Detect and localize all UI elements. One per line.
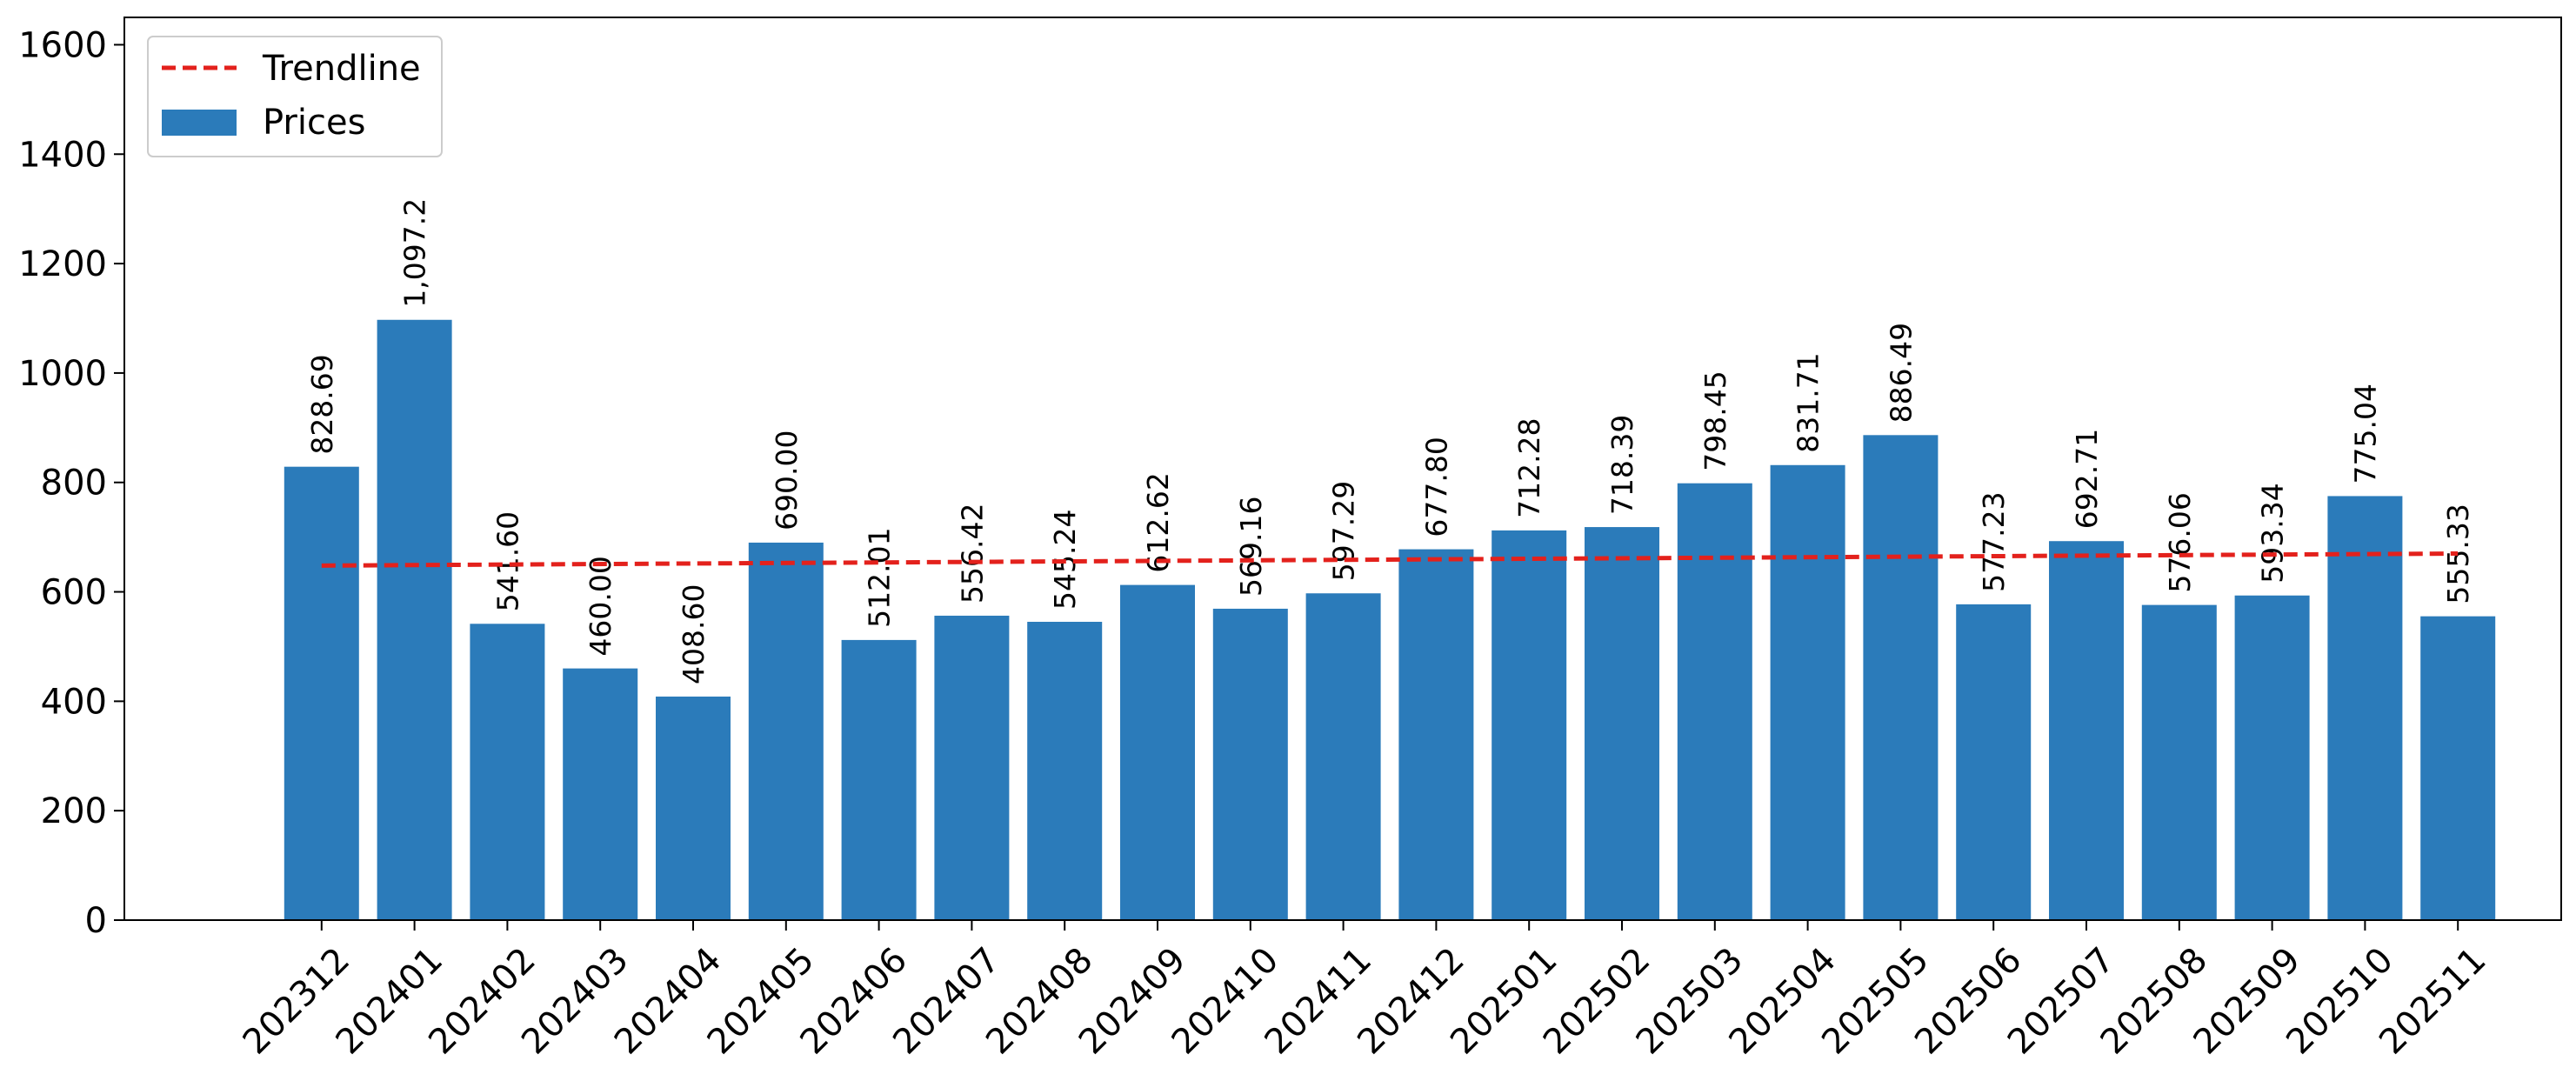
bar-value-label: 577.23	[1977, 491, 2011, 591]
bar-202508	[2141, 604, 2217, 920]
bar-value-label: 886.49	[1884, 323, 1918, 423]
y-tick-label: 1400	[18, 135, 107, 175]
bar-202511	[2420, 616, 2496, 920]
y-tick-label: 0	[85, 901, 107, 941]
bar-labels-layer: 828.69 1,097.2 541.60 460.00 408.60 690.00 512…	[305, 198, 2475, 684]
bar-202401	[377, 319, 452, 920]
y-tick-label: 200	[41, 791, 107, 831]
legend: Trendline Prices	[147, 36, 443, 157]
bar-value-label: 408.60	[677, 584, 711, 684]
bar-202410	[1212, 608, 1288, 920]
trendline	[321, 551, 2459, 568]
bar-202501	[1492, 530, 1567, 920]
bar-value-label: 597.29	[1327, 481, 1361, 581]
bar-value-label: 569.16	[1234, 496, 1268, 596]
y-tick-label: 600	[41, 573, 107, 613]
y-tick-label: 800	[41, 464, 107, 504]
legend-prices-label: Prices	[263, 103, 365, 143]
y-tick-label: 1000	[18, 354, 107, 394]
bar-202407	[934, 615, 1010, 920]
bar-202412	[1398, 549, 1474, 920]
bar-value-label: 831.71	[1792, 352, 1825, 452]
bar-202505	[1863, 435, 1939, 920]
bar-202502	[1585, 527, 1659, 920]
bar-202405	[748, 542, 824, 920]
bar-value-label: 692.71	[2070, 429, 2104, 529]
bar-value-label: 798.45	[1698, 370, 1732, 470]
bars-layer	[284, 319, 2496, 920]
bar-value-label: 612.62	[1141, 472, 1175, 572]
bar-value-label: 718.39	[1605, 415, 1639, 515]
bar-value-label: 712.28	[1512, 417, 1546, 517]
legend-prices-swatch	[162, 110, 237, 136]
bar-value-label: 828.69	[305, 354, 339, 454]
y-tick-label: 1600	[18, 25, 107, 65]
bar-202409	[1120, 584, 1195, 920]
bar-202509	[2234, 595, 2310, 920]
bar-value-label: 1,097.2	[398, 198, 432, 308]
bar-202406	[841, 639, 917, 920]
bar-value-label: 512.01	[863, 527, 897, 627]
bar-202507	[2049, 541, 2124, 920]
bar-202408	[1027, 621, 1103, 920]
bar-value-label: 460.00	[584, 556, 617, 656]
bar-202312	[284, 466, 359, 920]
bar-202403	[563, 668, 638, 920]
bar-value-label: 677.80	[1419, 437, 1453, 537]
legend-trendline-label: Trendline	[262, 49, 421, 89]
y-tick-label: 400	[41, 682, 107, 722]
bar-value-label: 593.34	[2256, 483, 2290, 583]
bar-202404	[656, 696, 731, 920]
bar-value-label: 555.33	[2441, 504, 2475, 604]
bar-202504	[1770, 464, 1845, 920]
bar-202402	[470, 624, 545, 920]
bar-202510	[2327, 496, 2403, 920]
bar-value-label: 556.42	[955, 503, 989, 603]
bar-value-label: 576.06	[2163, 492, 2197, 592]
bar-value-label: 690.00	[770, 430, 804, 530]
bar-202503	[1677, 483, 1752, 920]
bar-value-label: 775.04	[2348, 384, 2382, 484]
bar-202411	[1305, 593, 1381, 920]
bar-202506	[1956, 604, 2032, 920]
trendline-layer	[321, 551, 2459, 568]
y-tick-label: 1200	[18, 244, 107, 284]
bar-value-label: 541.60	[491, 511, 524, 611]
